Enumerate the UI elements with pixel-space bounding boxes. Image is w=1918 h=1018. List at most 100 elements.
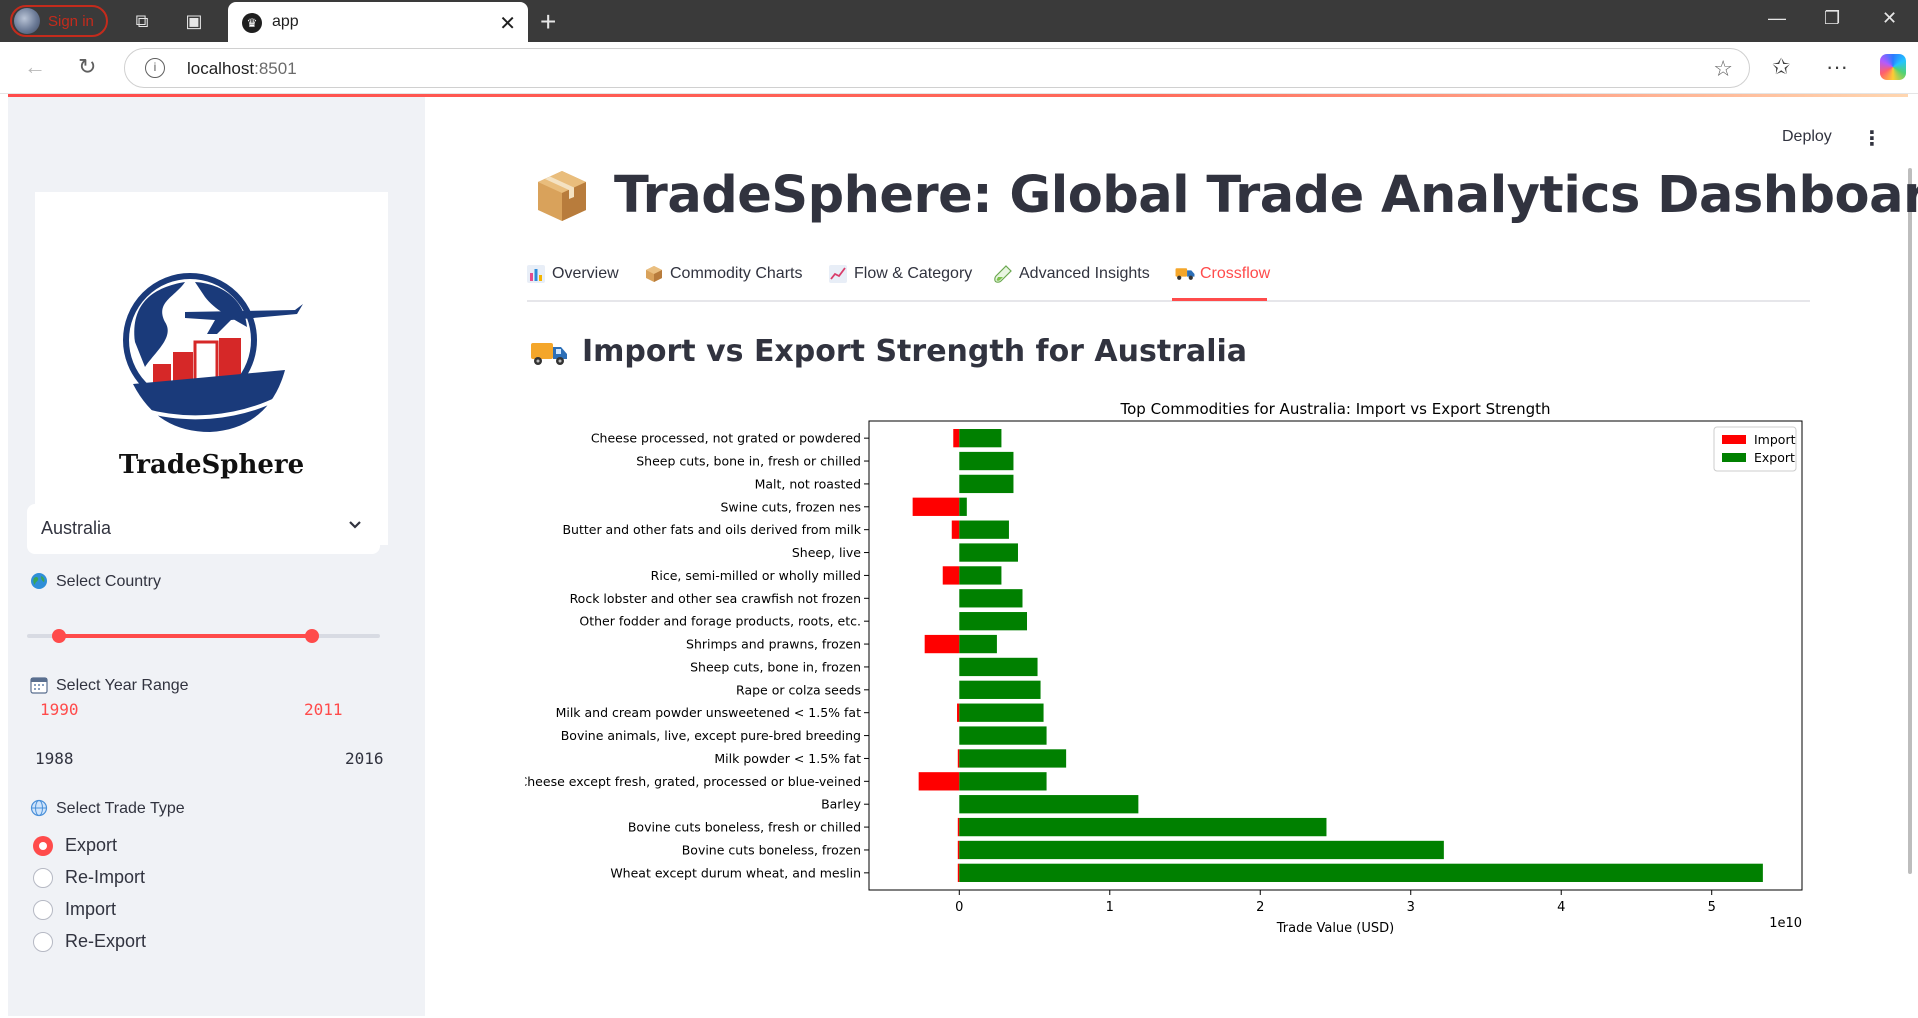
favorite-star-icon[interactable]: ☆ — [1713, 56, 1733, 81]
y-tick-label: Butter and other fats and oils derived f… — [562, 522, 861, 537]
restore-window-icon[interactable]: ❐ — [1824, 8, 1841, 28]
trade-type-label: Select Trade Type — [29, 799, 185, 819]
radio-label: Import — [65, 899, 117, 919]
bar-export — [959, 657, 1038, 677]
main-menu-icon[interactable]: ⋮ — [1862, 128, 1882, 150]
year-range-min: 1988 — [35, 749, 74, 768]
reload-icon[interactable]: ↻ — [78, 54, 97, 79]
y-tick-label: Sheep, live — [792, 545, 861, 560]
main-scrollbar[interactable] — [1908, 168, 1912, 874]
y-tick-label: Shrimps and prawns, frozen — [686, 637, 861, 652]
y-tick-label: Barley — [821, 797, 862, 812]
radio-circle[interactable] — [33, 835, 53, 856]
y-tick-label: Wheat except durum wheat, and meslin — [610, 865, 861, 880]
radio-circle[interactable] — [33, 931, 53, 952]
country-label-text: Select Country — [56, 573, 161, 590]
x-axis-label: Trade Value (USD) — [1276, 921, 1394, 936]
bar-export — [959, 451, 1014, 471]
year-range-slider-fill — [59, 634, 312, 638]
bar-export — [959, 634, 997, 654]
subheader-text: Import vs Export Strength for Australia — [582, 334, 1248, 369]
tradesphere-logo-icon: TradeSphere — [119, 273, 304, 480]
tab-label: Crossflow — [1200, 265, 1271, 282]
bar-export — [959, 497, 967, 516]
y-tick-label: Cheese except fresh, grated, processed o… — [525, 774, 861, 789]
browser-tab-app[interactable]: ♛ app ✕ — [228, 2, 528, 42]
favorites-list-icon[interactable]: ✩ — [1772, 54, 1791, 79]
bar-export — [959, 566, 1002, 585]
trade-type-option-export[interactable]: Export — [33, 835, 117, 856]
legend-label-import: Import — [1754, 432, 1796, 447]
network-globe-icon — [29, 799, 49, 819]
legend-swatch-export — [1722, 453, 1746, 462]
y-tick-label: Rape or colza seeds — [736, 682, 861, 697]
copilot-icon[interactable] — [1880, 54, 1906, 80]
truck-icon — [1175, 265, 1195, 283]
y-tick-label: Rock lobster and other sea crawfish not … — [570, 591, 861, 606]
truck-icon — [531, 342, 567, 365]
radio-circle[interactable] — [33, 867, 53, 888]
bar-import — [918, 772, 960, 791]
x-tick-label: 3 — [1407, 900, 1415, 915]
bar-export — [959, 612, 1028, 631]
close-tab-icon[interactable]: ✕ — [499, 13, 516, 35]
more-options-icon[interactable]: ··· — [1826, 54, 1848, 79]
active-tab-indicator — [1172, 298, 1267, 301]
tab-commodity-charts[interactable]: Commodity Charts — [645, 265, 802, 283]
trade-type-option-import[interactable]: Import — [33, 899, 116, 920]
year-range-end-handle[interactable] — [304, 629, 319, 643]
chart-title: Top Commodities for Australia: Import vs… — [1119, 400, 1550, 418]
trade-type-option-re-import[interactable]: Re-Import — [33, 867, 145, 888]
tab-flow-category[interactable]: Flow & Category — [829, 265, 972, 283]
year-range-start-handle[interactable] — [52, 629, 67, 643]
loading-progress-bar — [8, 94, 1908, 97]
y-tick-label: Milk and cream powder unsweetened < 1.5%… — [556, 705, 862, 720]
url-field[interactable]: i localhost:8501 ☆ — [124, 48, 1750, 88]
site-info-icon[interactable]: i — [145, 58, 165, 78]
bar-export — [959, 749, 1067, 768]
sign-in-button[interactable]: Sign in — [10, 5, 108, 37]
x-tick-label: 5 — [1708, 900, 1716, 915]
bar-import — [924, 634, 960, 654]
year-range-label-text: Select Year Range — [56, 677, 189, 694]
trade-type-option-re-export[interactable]: Re-Export — [33, 931, 146, 952]
y-tick-label: Bovine animals, live, except pure-bred b… — [561, 728, 861, 743]
radio-label: Re-Export — [65, 931, 147, 951]
sign-in-label: Sign in — [48, 12, 94, 30]
vertical-tabs-icon[interactable]: ▣ — [185, 11, 203, 31]
country-select[interactable]: Australia — [27, 504, 380, 554]
x-tick-label: 0 — [955, 900, 963, 915]
close-window-icon[interactable]: ✕ — [1882, 8, 1898, 28]
minimize-window-icon[interactable]: — — [1768, 8, 1786, 28]
back-arrow-icon[interactable]: ← — [24, 54, 46, 79]
tab-overview[interactable]: Overview — [527, 265, 619, 283]
tab-advanced-insights[interactable]: Advanced Insights — [994, 265, 1150, 283]
deploy-button[interactable]: Deploy — [1782, 128, 1832, 145]
bar-import — [957, 840, 960, 860]
tab-label: Advanced Insights — [1019, 265, 1150, 282]
plot-frame — [868, 420, 1803, 891]
tab-crossflow[interactable]: Crossflow — [1175, 265, 1270, 283]
url-host: localhost — [187, 59, 255, 78]
globe-icon — [29, 572, 49, 592]
logo-card: TradeSphere — [35, 192, 388, 545]
bar-export — [959, 429, 1002, 448]
url-text: localhost:8501 — [187, 59, 297, 79]
page-title: TradeSphere: Global Trade Analytics Dash… — [536, 166, 1918, 225]
profile-avatar — [14, 8, 40, 34]
url-port: :8501 — [254, 59, 297, 78]
browser-tab-bar: Sign in ⧉ ▣ ♛ app ✕ + — ❐ ✕ — [0, 0, 1918, 42]
bar-export — [959, 726, 1047, 745]
box-icon — [645, 265, 663, 283]
trade-type-label-text: Select Trade Type — [56, 800, 185, 817]
page-title-text: TradeSphere: Global Trade Analytics Dash… — [614, 166, 1918, 225]
bar-import — [953, 429, 960, 448]
y-tick-label: Malt, not roasted — [755, 476, 861, 491]
browser-address-bar: ← ↻ i localhost:8501 ☆ ✩ ··· — [0, 42, 1918, 94]
bar-import — [951, 520, 960, 539]
bar-export — [959, 589, 1023, 608]
radio-circle[interactable] — [33, 899, 53, 920]
new-tab-icon[interactable]: + — [540, 6, 557, 37]
workspaces-icon[interactable]: ⧉ — [135, 11, 149, 31]
tab-title: app — [272, 13, 299, 30]
